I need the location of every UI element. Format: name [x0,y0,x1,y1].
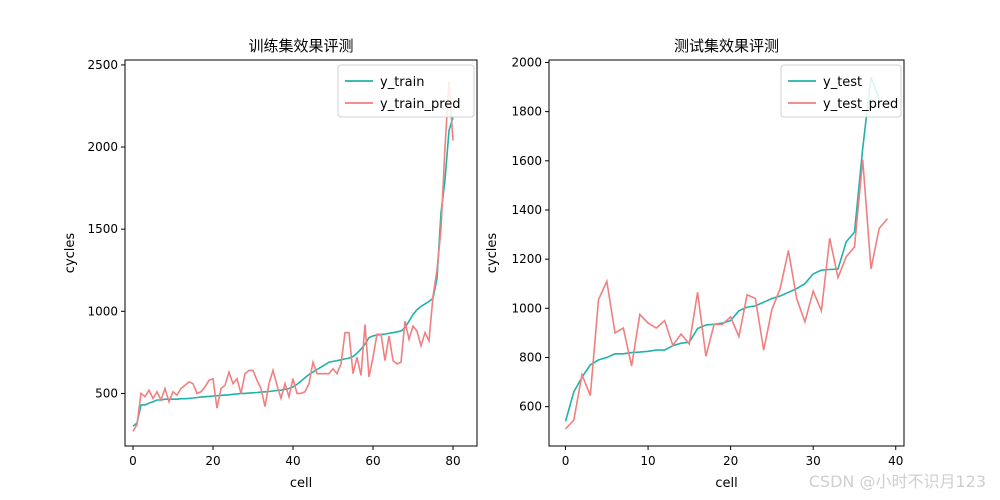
legend-entry-y_train_pred: y_train_pred [380,97,461,112]
legend-entry-y_test_pred: y_test_pred [823,97,898,112]
x-tick-label: 20 [723,454,738,468]
y-tick-label: 2000 [511,55,542,69]
legend-entry-y_test: y_test [823,75,862,90]
y-tick-label: 1000 [87,304,118,318]
series-line-y_test [564,76,880,422]
y-tick-label: 1000 [511,301,542,315]
y-tick-label: 2500 [87,58,118,72]
y-tick-label: 1400 [511,203,542,217]
legend: y_test y_test_pred [780,64,902,118]
chart-title: 训练集效果评测 [248,37,353,55]
x-tick-label: 0 [129,454,137,468]
y-tick-label: 800 [519,350,542,364]
y-axis-label: cycles [485,233,500,274]
legend-box [337,64,475,118]
x-tick-label: 30 [806,454,821,468]
y-tick-label: 600 [519,400,542,414]
x-tick-label: 60 [365,454,380,468]
legend-box [780,64,902,118]
series-line-y_test_pred [564,159,889,430]
x-axis-label: cell [715,476,737,491]
y-tick-label: 1600 [511,154,542,168]
legend-entry-y_train: y_train [380,75,424,90]
x-axis-label: cell [290,476,312,491]
series-line-y_train_pred [132,81,454,432]
x-tick-label: 80 [445,454,460,468]
x-tick-label: 40 [888,454,903,468]
chart-title: 测试集效果评测 [674,37,779,55]
x-tick-label: 40 [285,454,300,468]
x-tick-label: 0 [562,454,570,468]
series-line-y_train [132,117,454,427]
x-tick-label: 20 [205,454,220,468]
y-tick-label: 500 [95,386,118,400]
y-tick-label: 2000 [87,140,118,154]
y-tick-label: 1800 [511,105,542,119]
y-axis-label: cycles [63,233,78,274]
legend: y_train y_train_pred [337,64,475,118]
y-tick-label: 1200 [511,252,542,266]
plot-area-frame [124,59,478,447]
plot-area-frame [548,59,905,447]
x-tick-label: 10 [640,454,655,468]
y-tick-label: 1500 [87,222,118,236]
watermark: CSDN @小时不识月123 [808,472,986,491]
chart-panel-1: 训练集效果评测 0 20 40 60 80 500 1000 1500 2000 2500 cell c… [63,37,478,491]
chart-panel-2: 测试集效果评测 0 10 20 30 40 600 800 1000 1200 1400 1600 18… [485,37,905,491]
